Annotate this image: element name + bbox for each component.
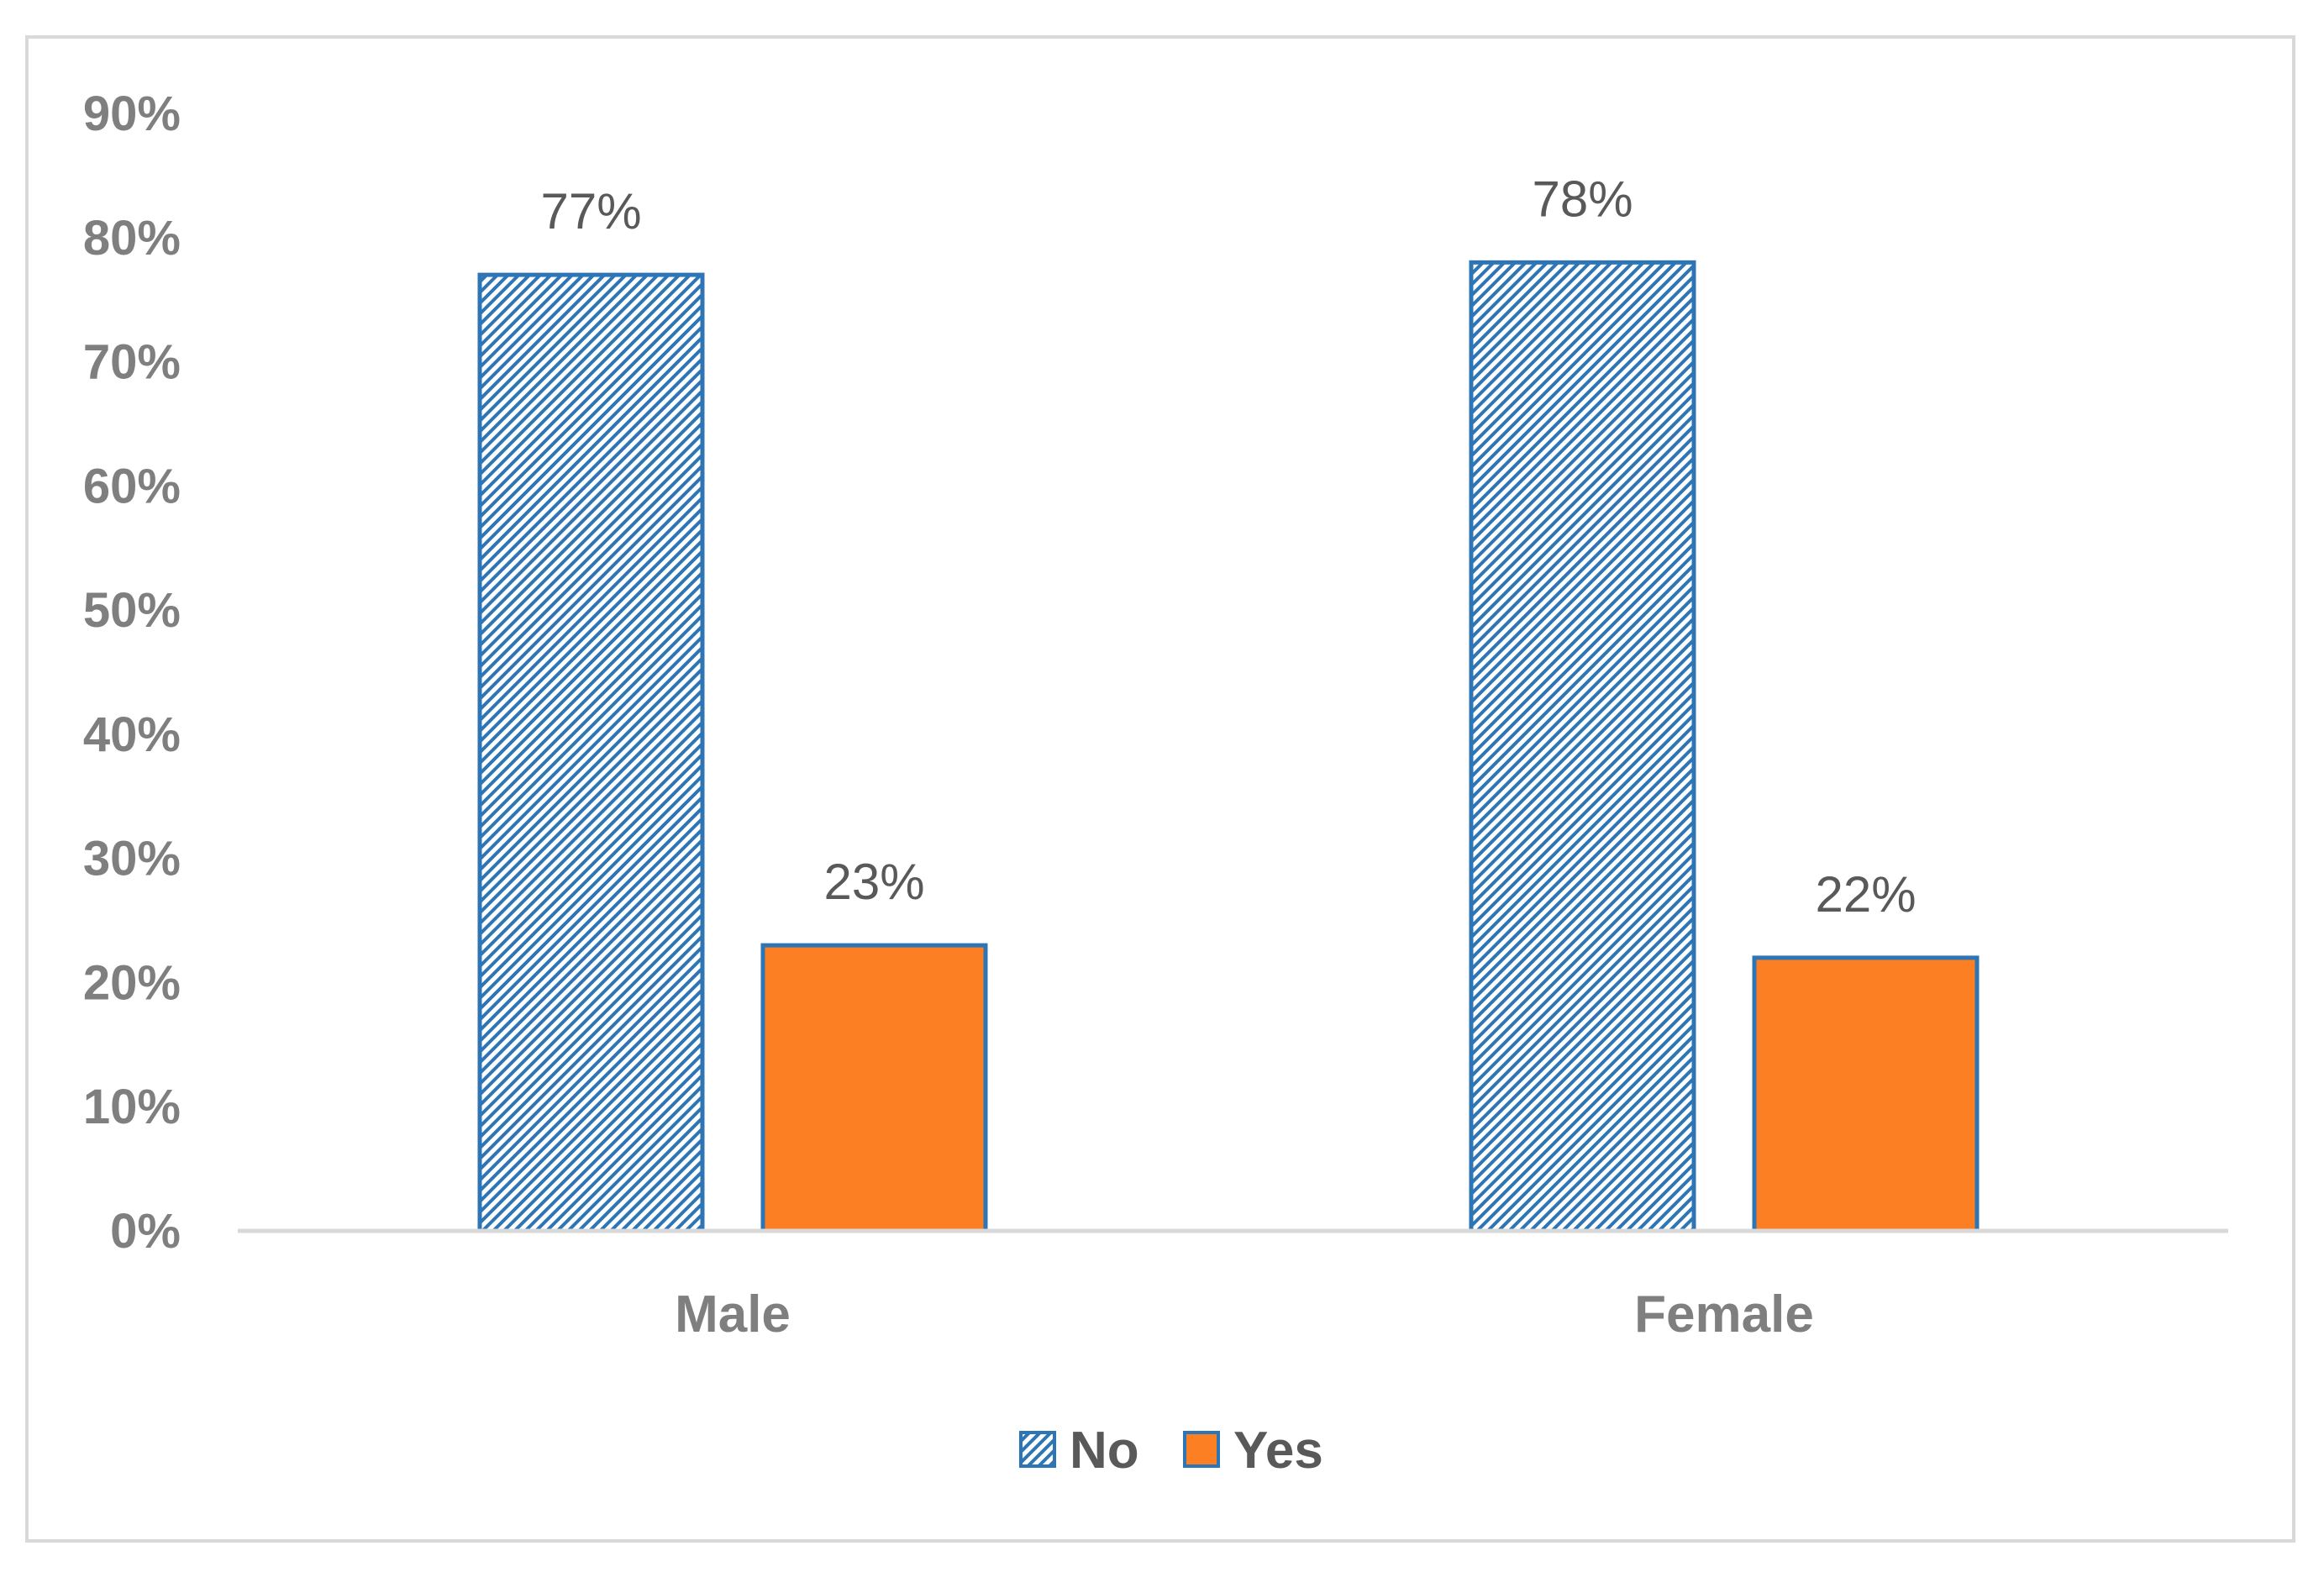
x-tick-label-female: Female <box>1634 1285 1814 1343</box>
x-axis-tick-labels: Male Female <box>675 1285 1814 1343</box>
bar-yes-female <box>1752 955 1980 1233</box>
y-tick-label: 60% <box>83 459 181 513</box>
chart-frame <box>25 35 2295 1543</box>
y-tick-label: 70% <box>83 335 181 390</box>
y-tick-label: 90% <box>83 87 181 141</box>
bar-no-male <box>477 272 705 1233</box>
bars <box>477 260 1980 1233</box>
legend-label-no: No <box>1070 1422 1139 1480</box>
y-tick-label: 10% <box>83 1080 181 1134</box>
y-tick-label: 20% <box>83 955 181 1010</box>
x-tick-label-male: Male <box>675 1285 791 1343</box>
data-label-yes-female: 22% <box>1815 866 1916 923</box>
y-tick-label: 80% <box>83 211 181 266</box>
y-axis-tick-labels: 0% 10% 20% 30% 40% 50% 60% 70% 80% 90% <box>83 87 181 1259</box>
bar-yes-male <box>760 943 988 1233</box>
data-label-no-female: 78% <box>1532 171 1633 227</box>
data-label-no-male: 77% <box>540 183 641 239</box>
legend-label-yes: Yes <box>1233 1422 1323 1480</box>
legend-swatch-no <box>1019 1431 1056 1468</box>
data-labels: 77% 23% 78% 22% <box>540 171 1916 923</box>
legend: No Yes <box>1019 1422 1323 1480</box>
data-label-yes-male: 23% <box>823 854 924 910</box>
y-tick-label: 50% <box>83 583 181 638</box>
y-tick-label: 40% <box>83 707 181 762</box>
y-tick-label: 0% <box>110 1204 181 1259</box>
bar-no-female <box>1469 260 1696 1233</box>
y-tick-label: 30% <box>83 832 181 886</box>
legend-swatch-yes <box>1183 1431 1220 1468</box>
